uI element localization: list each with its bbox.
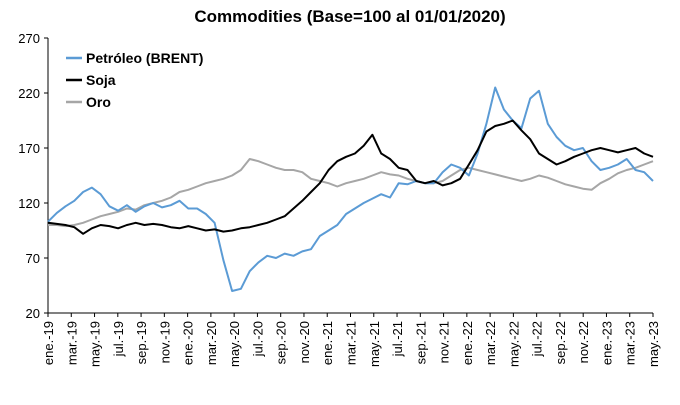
x-tick-label: may.-20 (227, 321, 242, 367)
x-tick-label: ene.-21 (320, 321, 335, 365)
x-tick-label: jul.-20 (250, 321, 265, 357)
x-tick-label: ene.-20 (181, 321, 196, 365)
x-tick-label: mar.-22 (483, 321, 498, 365)
y-tick-label: 20 (26, 306, 40, 321)
chart-title: Commodities (Base=100 al 01/01/2020) (194, 7, 505, 26)
legend: Petróleo (BRENT) Soja Oro (66, 50, 203, 110)
x-tick-label: may.-21 (367, 321, 382, 367)
x-tick-label: nov.-21 (437, 321, 452, 363)
legend-label-1: Soja (86, 72, 116, 88)
x-tick-label: sep.-19 (134, 321, 149, 364)
x-tick-label: ene.-23 (599, 321, 614, 365)
x-tick-label: sep.-22 (553, 321, 568, 364)
x-tick-label: mar.-23 (623, 321, 638, 365)
y-tick-label: 170 (18, 141, 40, 156)
x-tick-label: may.-23 (646, 321, 661, 367)
x-tick-label: jul.-22 (530, 321, 545, 357)
y-tick-label: 70 (26, 251, 40, 266)
x-tick-label: sep.-20 (274, 321, 289, 364)
series-layer (47, 86, 654, 292)
x-tick-label: jul.-19 (111, 321, 126, 357)
x-tick-label: jul.-21 (390, 321, 405, 357)
x-tick-label: nov.-19 (157, 321, 172, 363)
x-tick-label: mar.-19 (64, 321, 79, 365)
series-line-0 (47, 86, 654, 292)
legend-label-0: Petróleo (BRENT) (86, 50, 203, 66)
x-tick-label: may.-22 (506, 321, 521, 367)
series-line-2 (48, 158, 654, 228)
x-tick-label: mar.-21 (344, 321, 359, 365)
series-line-1 (47, 119, 654, 235)
x-tick-label: ene.-22 (460, 321, 475, 365)
legend-label-2: Oro (86, 94, 111, 110)
y-tick-label: 120 (18, 196, 40, 211)
y-tick-label: 270 (18, 31, 40, 46)
axes: 20 70 120 170 220 270 ene.-19 mar.-19 may.-19 jul… (18, 31, 661, 367)
x-tick-label: sep.-21 (413, 321, 428, 364)
x-tick-label: nov.-22 (576, 321, 591, 363)
y-tick-label: 220 (18, 86, 40, 101)
x-tick-label: mar.-20 (204, 321, 219, 365)
x-tick-label: nov.-20 (297, 321, 312, 363)
x-tick-label: ene.-19 (41, 321, 56, 365)
x-tick-label: may.-19 (88, 321, 103, 367)
